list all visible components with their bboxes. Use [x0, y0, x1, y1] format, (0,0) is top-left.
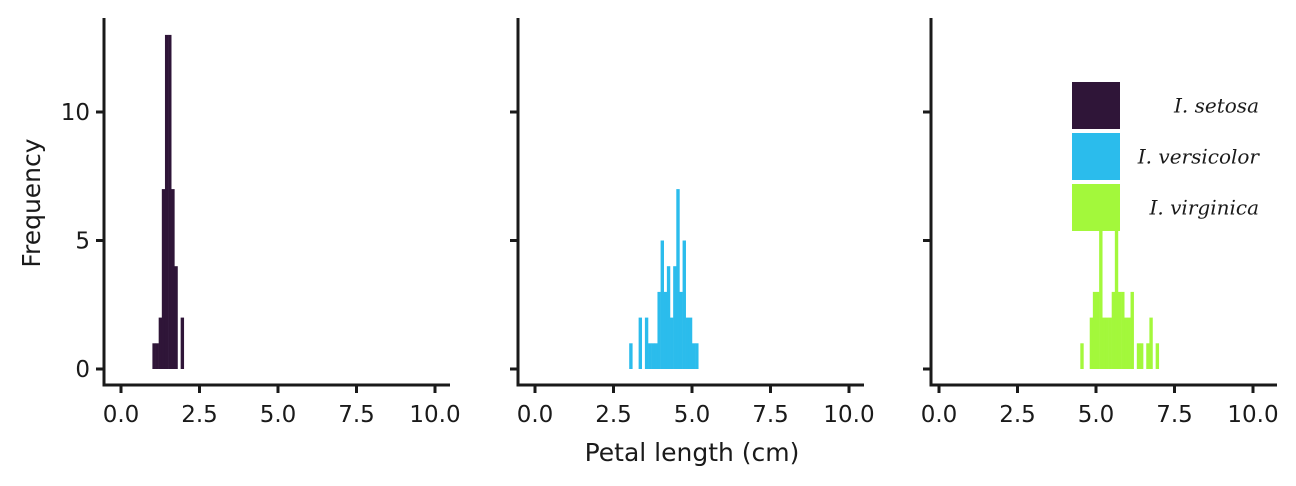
histogram-bar: [688, 317, 693, 369]
histogram-bar: [164, 34, 169, 370]
histogram-bar: [657, 291, 661, 369]
legend-label: I. versicolor: [1137, 145, 1261, 169]
x-tick-label: 5.0: [674, 402, 711, 428]
x-axis-title: Petal length (cm): [585, 438, 800, 467]
histogram-bar: [660, 240, 664, 369]
histogram-bar: [679, 291, 683, 369]
panel-1: 0 5 10 0.0 2.5 5.0 7.5 10.0: [61, 18, 461, 428]
histogram-bar: [1092, 291, 1097, 369]
histogram-bar: [648, 343, 652, 369]
histogram-bar: [1139, 343, 1144, 369]
histogram-bar: [161, 189, 166, 369]
histogram-bar: [1099, 189, 1103, 369]
x-tick-label: 10.0: [1227, 402, 1278, 428]
histogram-bar: [666, 266, 671, 369]
histogram-bar: [1127, 317, 1131, 369]
histogram-bar: [158, 317, 163, 369]
histogram-bar: [629, 343, 633, 369]
histogram-bar: [682, 240, 686, 369]
x-tick-label: 0.0: [517, 402, 554, 428]
y-axis-title: Frequency: [17, 138, 46, 267]
histogram-bar: [1111, 291, 1116, 369]
histogram-bar: [1155, 343, 1160, 369]
histogram-bar: [1130, 291, 1134, 369]
y-tick-label: 10: [61, 100, 90, 126]
x-tick-label: 5.0: [1078, 402, 1115, 428]
histogram-bar: [168, 34, 172, 370]
histogram-bar: [685, 317, 690, 369]
histogram-bar: [651, 343, 655, 369]
legend-label: I. virginica: [1149, 196, 1259, 220]
histogram-bar: [155, 343, 159, 369]
x-tick-label: 10.0: [823, 402, 874, 428]
histogram-bar: [692, 343, 696, 369]
histogram-bar: [1136, 343, 1141, 369]
y-tick-label: 0: [75, 357, 90, 383]
histogram-bar: [1096, 291, 1100, 369]
histogram-bar: [1146, 343, 1150, 369]
x-tick-label: 7.5: [338, 402, 375, 428]
histogram-bar: [654, 343, 658, 369]
histogram-bar: [676, 189, 680, 369]
x-tick-label: 7.5: [1156, 402, 1193, 428]
x-tick-label: 10.0: [409, 402, 460, 428]
x-tick-label: 0.0: [103, 402, 140, 428]
histogram-bar: [174, 266, 178, 369]
histogram-bar: [663, 291, 668, 369]
histogram-bar: [695, 343, 699, 369]
histogram-bar: [1149, 317, 1153, 369]
x-tick-label: 7.5: [752, 402, 789, 428]
legend-swatch: [1072, 184, 1120, 231]
histogram-bar: [638, 317, 643, 369]
panel-3: 0.0 2.5 5.0 7.5 10.0: [921, 18, 1279, 428]
legend: I. setosa I. versicolor I. virginica: [1072, 82, 1260, 231]
histogram-bar: [1114, 214, 1119, 369]
histogram-bar: [1124, 317, 1128, 369]
histogram-bar: [180, 317, 185, 369]
panel-2: 0.0 2.5 5.0 7.5 10.0: [510, 18, 875, 428]
legend-swatch: [1072, 82, 1120, 129]
histogram-bar: [1108, 317, 1112, 369]
x-tick-label: 2.5: [999, 402, 1036, 428]
histogram-bar: [1102, 317, 1106, 369]
histogram-bar: [1080, 343, 1084, 369]
histogram-bar: [171, 189, 175, 369]
histogram-bar: [644, 317, 649, 369]
legend-swatch: [1072, 133, 1120, 180]
histogram-bar: [673, 266, 677, 369]
histogram-bar: [1121, 291, 1125, 369]
histogram-bar: [1089, 317, 1094, 369]
histogram-bar: [1117, 291, 1122, 369]
x-tick-label: 2.5: [181, 402, 218, 428]
histogram-bar: [1105, 317, 1109, 369]
facet-panels: 0 5 10 0.0 2.5 5.0 7.5 10.0 0.0 2.5 5.0 7.5 10.0 0.0 2…: [61, 18, 1279, 428]
x-tick-label: 0.0: [921, 402, 958, 428]
histogram-bar: [152, 343, 156, 369]
legend-label: I. setosa: [1173, 94, 1259, 118]
y-tick-label: 5: [75, 229, 90, 255]
x-tick-label: 2.5: [595, 402, 632, 428]
histogram-bar: [670, 317, 674, 369]
x-tick-label: 5.0: [260, 402, 297, 428]
